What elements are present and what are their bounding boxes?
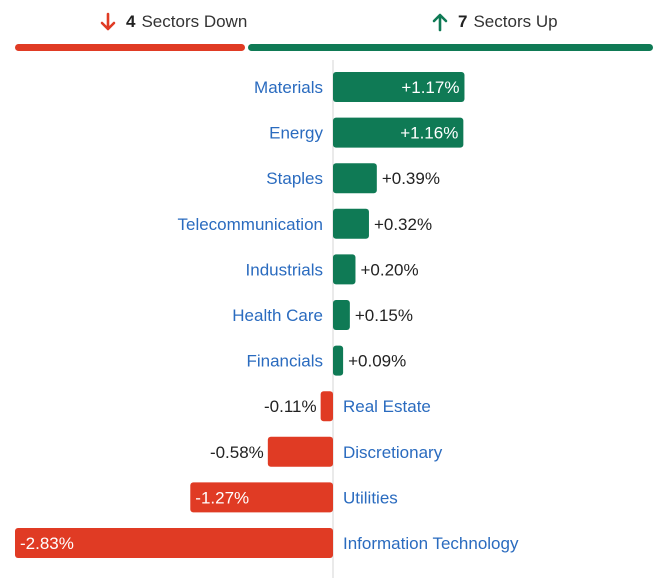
sectors-down-bar	[15, 44, 245, 51]
sector-performance-chart: +1.17% Materials +1.16% Energy +0.39% Staples…	[15, 60, 519, 578]
sector-label-staples[interactable]: Staples	[266, 169, 323, 188]
arrow-down-icon	[100, 12, 116, 31]
sectors-down-count: 4	[126, 12, 136, 31]
value-label-industrials: +0.20%	[360, 260, 418, 279]
bar-health-care	[333, 300, 350, 330]
sector-label-financials[interactable]: Financials	[246, 352, 323, 371]
sector-summary: 4 Sectors Down 7 Sectors Up	[0, 0, 662, 52]
bar-discretionary	[267, 436, 333, 467]
bar-financials	[333, 345, 344, 376]
sector-label-information-technology[interactable]: Information Technology	[343, 534, 519, 553]
sector-label-materials[interactable]: Materials	[254, 78, 323, 97]
bar-materials	[333, 72, 465, 102]
bar-utilities	[190, 482, 333, 513]
sector-label-energy[interactable]: Energy	[269, 124, 323, 143]
bar-telecommunication	[333, 208, 369, 239]
bar-staples	[333, 163, 377, 194]
value-label-financials: +0.09%	[348, 352, 406, 371]
value-label-telecommunication: +0.32%	[374, 215, 432, 234]
value-label-staples: +0.39%	[382, 169, 440, 188]
arrow-up-icon	[432, 13, 448, 32]
sectors-up-summary: 7 Sectors Up	[432, 10, 558, 34]
sectors-down-label: Sectors Down	[141, 12, 248, 31]
sector-label-telecommunication[interactable]: Telecommunication	[177, 215, 323, 234]
sectors-up-label: Sectors Up	[473, 12, 558, 31]
sectors-up-bar	[248, 44, 653, 51]
sector-label-real-estate[interactable]: Real Estate	[343, 397, 431, 416]
bar-energy	[333, 117, 464, 148]
sectors-up-count: 7	[458, 12, 468, 31]
sector-label-industrials[interactable]: Industrials	[246, 260, 323, 279]
sector-label-discretionary[interactable]: Discretionary	[343, 443, 443, 462]
sectors-down-summary: 4 Sectors Down	[100, 10, 247, 34]
sector-label-health-care[interactable]: Health Care	[232, 306, 323, 325]
value-label-real-estate: -0.11%	[264, 397, 317, 416]
bar-real-estate	[320, 391, 333, 422]
value-label-information-technology: -2.83%	[20, 534, 74, 553]
bar-industrials	[333, 254, 356, 285]
bar-information-technology	[15, 528, 333, 558]
value-label-materials: +1.17%	[401, 78, 459, 97]
value-label-energy: +1.16%	[400, 124, 458, 143]
value-label-utilities: -1.27%	[195, 488, 249, 507]
value-label-discretionary: -0.58%	[210, 443, 264, 462]
sector-label-utilities[interactable]: Utilities	[343, 488, 398, 507]
value-label-health-care: +0.15%	[355, 306, 413, 325]
